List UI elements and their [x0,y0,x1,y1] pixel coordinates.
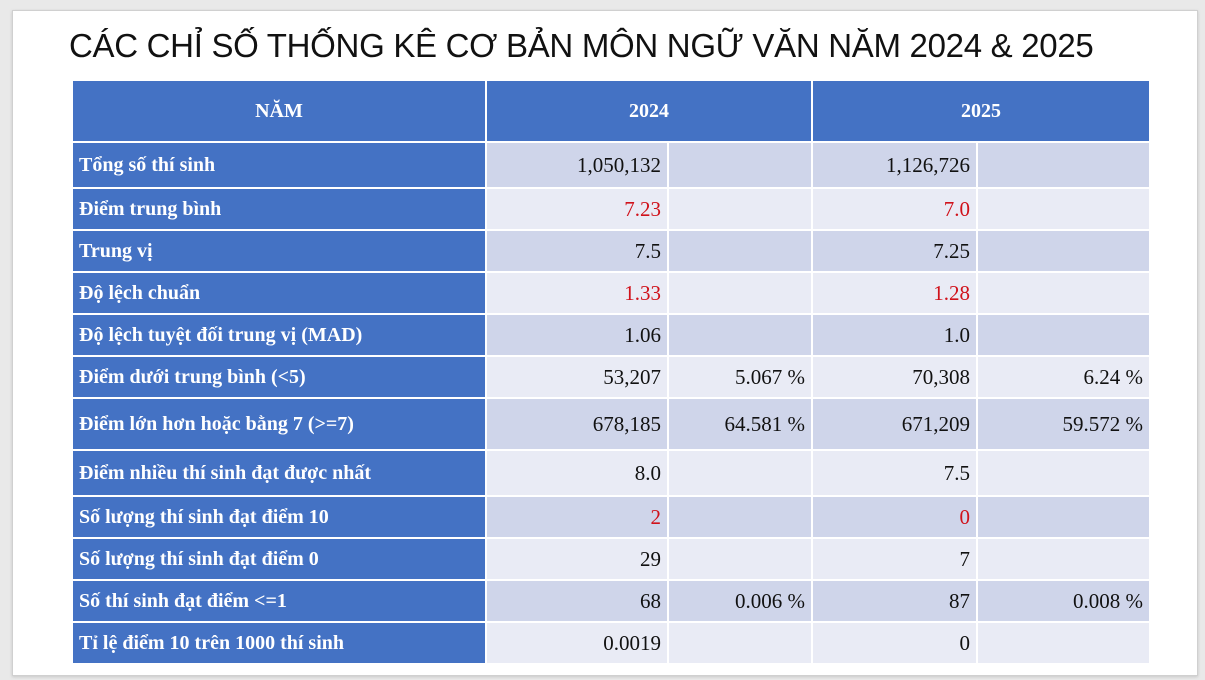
percent-2024 [667,187,813,231]
table-row: Tổng số thí sinh 1,050,132 1,126,726 [71,141,1151,189]
table-row: Điểm trung bình 7.23 7.0 [71,187,1151,231]
header-year: NĂM [71,79,487,143]
percent-2024: 5.067 % [667,355,813,399]
value-2024: 0.0019 [485,621,669,665]
percent-2024 [667,229,813,273]
table-row: Độ lệch tuyệt đối trung vị (MAD) 1.06 1.0 [71,313,1151,357]
value-2025: 7 [811,537,978,581]
value-2024: 7.5 [485,229,669,273]
value-2025: 7.5 [811,449,978,497]
percent-2025 [976,449,1151,497]
percent-2025 [976,187,1151,231]
value-2025: 7.0 [811,187,978,231]
value-2024: 1.33 [485,271,669,315]
percent-2025 [976,141,1151,189]
table-row: Số thí sinh đạt điểm <=1 68 0.006 % 87 0.008… [71,579,1151,623]
percent-2024 [667,313,813,357]
value-2024: 53,207 [485,355,669,399]
row-label: Tổng số thí sinh [71,141,487,189]
percent-2024 [667,537,813,581]
slide: CÁC CHỈ SỐ THỐNG KÊ CƠ BẢN MÔN NGỮ VĂN N… [12,10,1198,676]
percent-2024 [667,141,813,189]
row-label: Số thí sinh đạt điểm <=1 [71,579,487,623]
value-2025: 70,308 [811,355,978,399]
value-2025: 671,209 [811,397,978,451]
row-label: Số lượng thí sinh đạt điểm 0 [71,537,487,581]
value-2024: 7.23 [485,187,669,231]
percent-2025 [976,537,1151,581]
value-2024: 1.06 [485,313,669,357]
value-2025: 0 [811,495,978,539]
percent-2025: 0.008 % [976,579,1151,623]
row-label: Điểm trung bình [71,187,487,231]
value-2025: 7.25 [811,229,978,273]
percent-2025 [976,229,1151,273]
value-2024: 68 [485,579,669,623]
row-label: Số lượng thí sinh đạt điểm 10 [71,495,487,539]
row-label: Trung vị [71,229,487,273]
table-row: Trung vị 7.5 7.25 [71,229,1151,273]
percent-2024 [667,495,813,539]
row-label: Điểm nhiều thí sinh đạt được nhất [71,449,487,497]
header-2025: 2025 [811,79,1151,143]
value-2025: 0 [811,621,978,665]
percent-2025: 6.24 % [976,355,1151,399]
table-row: Tỉ lệ điểm 10 trên 1000 thí sinh 0.0019 0 [71,621,1151,665]
value-2025: 1.0 [811,313,978,357]
table-row: Điểm lớn hơn hoặc bằng 7 (>=7) 678,185 64.… [71,397,1151,451]
header-2024: 2024 [485,79,813,143]
value-2024: 2 [485,495,669,539]
value-2024: 1,050,132 [485,141,669,189]
percent-2024: 0.006 % [667,579,813,623]
percent-2025: 59.572 % [976,397,1151,451]
table-row: Điểm nhiều thí sinh đạt được nhất 8.0 7.5 [71,449,1151,497]
statistics-table: NĂM 2024 2025 Tổng số thí sinh 1,050,132 1… [71,79,1151,665]
table-row: Điểm dưới trung bình (<5) 53,207 5.067 % 70… [71,355,1151,399]
row-label: Tỉ lệ điểm 10 trên 1000 thí sinh [71,621,487,665]
percent-2025 [976,495,1151,539]
percent-2024 [667,449,813,497]
value-2024: 29 [485,537,669,581]
percent-2025 [976,313,1151,357]
row-label: Độ lệch chuẩn [71,271,487,315]
table-row: Số lượng thí sinh đạt điểm 0 29 7 [71,537,1151,581]
value-2025: 87 [811,579,978,623]
row-label: Độ lệch tuyệt đối trung vị (MAD) [71,313,487,357]
row-label: Điểm dưới trung bình (<5) [71,355,487,399]
value-2025: 1.28 [811,271,978,315]
percent-2024 [667,271,813,315]
row-label: Điểm lớn hơn hoặc bằng 7 (>=7) [71,397,487,451]
table-row: Số lượng thí sinh đạt điểm 10 2 0 [71,495,1151,539]
value-2024: 678,185 [485,397,669,451]
table-row: Độ lệch chuẩn 1.33 1.28 [71,271,1151,315]
percent-2025 [976,271,1151,315]
percent-2025 [976,621,1151,665]
percent-2024: 64.581 % [667,397,813,451]
header-row: NĂM 2024 2025 [71,79,1151,143]
slide-title: CÁC CHỈ SỐ THỐNG KÊ CƠ BẢN MÔN NGỮ VĂN N… [69,27,1094,64]
value-2025: 1,126,726 [811,141,978,189]
percent-2024 [667,621,813,665]
value-2024: 8.0 [485,449,669,497]
